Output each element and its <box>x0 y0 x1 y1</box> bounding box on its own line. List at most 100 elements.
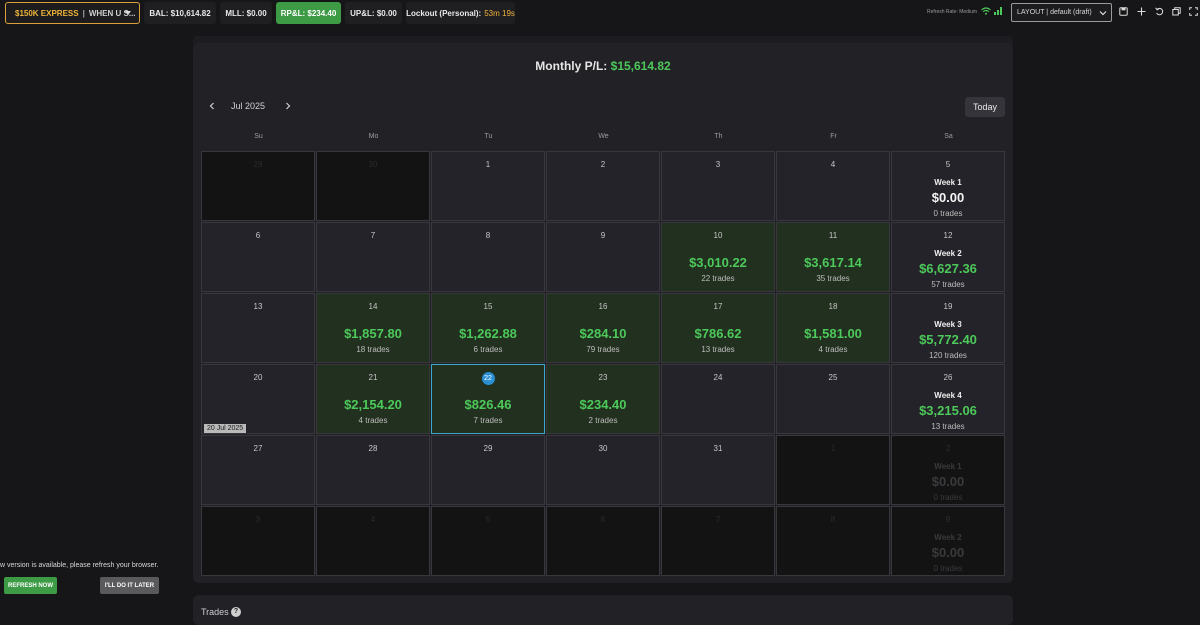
undo-icon[interactable] <box>1155 7 1164 16</box>
chevron-right-icon[interactable] <box>283 101 293 111</box>
update-notice-message: w version is available, please refresh y… <box>0 562 159 569</box>
save-icon[interactable] <box>1119 7 1128 16</box>
day-cell[interactable]: 3 <box>201 506 315 576</box>
day-cell[interactable]: 18 $1,581.00 4 trades <box>776 293 890 363</box>
day-number: 3 <box>715 160 721 169</box>
day-cell[interactable]: 23 $234.40 2 trades <box>546 364 660 434</box>
week-summary-cell[interactable]: 26 Week 4 $3,215.06 13 trades <box>891 364 1005 434</box>
day-cell[interactable]: 14 $1,857.80 18 trades <box>316 293 430 363</box>
help-icon[interactable]: ? <box>231 607 241 617</box>
week-summary-cell[interactable]: 9 Week 2 $0.00 0 trades <box>891 506 1005 576</box>
day-cell[interactable]: 6 <box>546 506 660 576</box>
day-cell[interactable]: 5 <box>431 506 545 576</box>
day-cell[interactable]: 24 <box>661 364 775 434</box>
day-cell[interactable]: 4 <box>776 151 890 221</box>
day-trade-count: 6 trades <box>473 345 503 354</box>
day-number: 26 <box>943 373 953 382</box>
day-number: 9 <box>945 515 951 524</box>
day-cell[interactable]: 29 <box>201 151 315 221</box>
day-cell[interactable]: 2 <box>546 151 660 221</box>
day-cell[interactable]: 6 <box>201 222 315 292</box>
account-name: $150K EXPRESS <box>15 8 79 18</box>
layout-select[interactable]: LAYOUT | default (draft) <box>1011 3 1112 22</box>
day-number: 28 <box>368 444 378 453</box>
layout-select-value: LAYOUT | default (draft) <box>1017 9 1092 16</box>
chevron-left-icon[interactable] <box>207 101 217 111</box>
day-cell[interactable]: 21 $2,154.20 4 trades <box>316 364 430 434</box>
day-cell[interactable]: 9 <box>546 222 660 292</box>
day-number: 3 <box>255 515 261 524</box>
day-cell[interactable]: 29 <box>431 435 545 505</box>
week-trade-count: 0 trades <box>933 493 963 502</box>
monthly-pnl-value: $15,614.82 <box>610 59 671 73</box>
day-cell[interactable]: 28 <box>316 435 430 505</box>
day-cell[interactable]: 8 <box>431 222 545 292</box>
caret-down-icon <box>125 11 131 15</box>
week-label: Week 3 <box>934 320 962 329</box>
day-number: 12 <box>943 231 953 240</box>
fullscreen-icon[interactable] <box>1189 7 1198 16</box>
day-cell[interactable]: 20 20 Jul 2025 <box>201 364 315 434</box>
day-cell[interactable]: 10 $3,010.22 22 trades <box>661 222 775 292</box>
week-trade-count: 0 trades <box>933 209 963 218</box>
trades-panel: Trades ? <box>193 595 1013 625</box>
day-cell[interactable]: 1 <box>431 151 545 221</box>
add-icon[interactable] <box>1137 7 1146 16</box>
day-cell[interactable]: 25 <box>776 364 890 434</box>
day-cell[interactable]: 30 <box>316 151 430 221</box>
weekday-label: Su <box>254 133 263 140</box>
calendar-panel: Monthly P/L: $15,614.82 Jul 2025 Today S… <box>193 43 1013 583</box>
week-label: Week 2 <box>934 533 962 542</box>
weekday-label: Fr <box>830 133 837 140</box>
week-trade-count: 0 trades <box>933 564 963 573</box>
day-number: 2 <box>945 444 951 453</box>
day-cell[interactable]: 31 <box>661 435 775 505</box>
lockout-pill: Lockout (Personal): 53m 19s <box>406 2 515 24</box>
week-summary-cell[interactable]: 5 Week 1 $0.00 0 trades <box>891 151 1005 221</box>
day-trade-count: 2 trades <box>588 416 618 425</box>
day-cell[interactable]: 27 <box>201 435 315 505</box>
day-number: 9 <box>600 231 606 240</box>
day-cell[interactable]: 13 <box>201 293 315 363</box>
day-number: 11 <box>828 231 838 240</box>
day-number: 16 <box>598 302 608 311</box>
week-label: Week 4 <box>934 391 962 400</box>
account-selector[interactable]: $150K EXPRESS | WHEN U S... <box>5 2 140 24</box>
today-button[interactable]: Today <box>965 97 1005 117</box>
day-number: 8 <box>830 515 836 524</box>
weekday-label: We <box>598 133 609 140</box>
week-summary-cell[interactable]: 19 Week 3 $5,772.40 120 trades <box>891 293 1005 363</box>
week-summary-cell[interactable]: 12 Week 2 $6,627.36 57 trades <box>891 222 1005 292</box>
account-strategy: WHEN U S... <box>88 8 136 18</box>
day-cell[interactable]: 11 $3,617.14 35 trades <box>776 222 890 292</box>
day-number: 10 <box>713 231 723 240</box>
signal-bars-icon <box>994 7 1002 15</box>
day-trade-count: 4 trades <box>358 416 388 425</box>
week-pnl: $5,772.40 <box>919 332 977 347</box>
day-cell[interactable]: 8 <box>776 506 890 576</box>
day-number: 5 <box>485 515 491 524</box>
day-cell[interactable]: 7 <box>316 222 430 292</box>
refresh-now-button[interactable]: REFRESH NOW <box>4 577 57 594</box>
balance-pill: BAL: $10,614.82 <box>144 2 216 24</box>
day-cell[interactable]: 1 <box>776 435 890 505</box>
week-pnl: $0.00 <box>931 190 965 205</box>
week-pnl: $0.00 <box>931 474 965 489</box>
day-pnl: $3,010.22 <box>689 255 747 270</box>
do-it-later-button[interactable]: I'LL DO IT LATER <box>100 577 159 594</box>
day-number: 18 <box>828 302 838 311</box>
day-number: 21 <box>368 373 378 382</box>
unrealized-pnl-pill: UP&L: $0.00 <box>345 2 402 24</box>
day-cell[interactable]: 17 $786.62 13 trades <box>661 293 775 363</box>
day-cell[interactable]: 22 $826.46 7 trades <box>431 364 545 434</box>
day-cell[interactable]: 7 <box>661 506 775 576</box>
day-cell[interactable]: 16 $284.10 79 trades <box>546 293 660 363</box>
weekday-label: Tu <box>484 133 493 140</box>
restore-window-icon[interactable] <box>1172 7 1181 16</box>
week-summary-cell[interactable]: 2 Week 1 $0.00 0 trades <box>891 435 1005 505</box>
day-cell[interactable]: 3 <box>661 151 775 221</box>
day-cell[interactable]: 4 <box>316 506 430 576</box>
day-cell[interactable]: 30 <box>546 435 660 505</box>
day-cell[interactable]: 15 $1,262.88 6 trades <box>431 293 545 363</box>
week-trade-count: 57 trades <box>931 280 965 289</box>
